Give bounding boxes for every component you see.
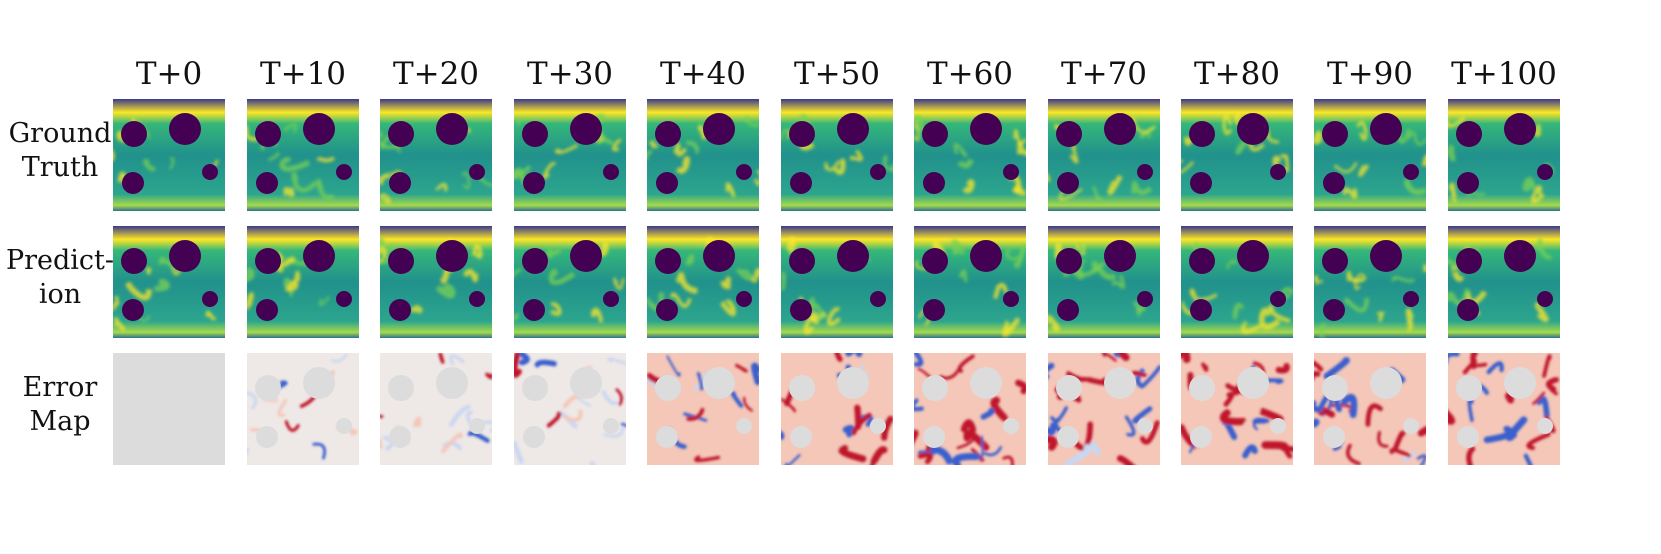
- panel-image: [1181, 226, 1293, 338]
- column-header-tplus90: T+90: [1326, 56, 1414, 92]
- error-map-panel-6: [914, 353, 1026, 465]
- row-label-line1: Ground: [8, 118, 112, 149]
- column-header-tplus30: T+30: [526, 56, 614, 92]
- row-label-line2: Map: [29, 406, 91, 437]
- panel-image: [1314, 353, 1426, 465]
- prediction-panel-5: [781, 226, 893, 338]
- panel-image: [1448, 353, 1560, 465]
- panel-image: [647, 226, 759, 338]
- panel-image: [113, 353, 225, 465]
- panel-image: [1048, 353, 1160, 465]
- panel-image: [113, 99, 225, 211]
- panel-image: [1048, 226, 1160, 338]
- prediction-panel-10: [1448, 226, 1560, 338]
- panel-image: [514, 226, 626, 338]
- column-header-tplus0: T+0: [135, 56, 203, 92]
- column-header-tplus20: T+20: [392, 56, 480, 92]
- column-header-tplus70: T+70: [1060, 56, 1148, 92]
- column-header-tplus100: T+100: [1451, 56, 1557, 92]
- prediction-panel-6: [914, 226, 1026, 338]
- panel-image: [247, 353, 359, 465]
- error-map-panel-4: [647, 353, 759, 465]
- column-header-tplus40: T+40: [659, 56, 747, 92]
- row-label-0: Ground Truth: [0, 117, 120, 185]
- column-header-tplus60: T+60: [926, 56, 1014, 92]
- error-map-panel-7: [1048, 353, 1160, 465]
- panel-image: [380, 99, 492, 211]
- row-label-line2: Truth: [21, 152, 99, 183]
- panel-image: [1181, 353, 1293, 465]
- panel-image: [247, 99, 359, 211]
- panel-image: [647, 99, 759, 211]
- prediction-panel-2: [380, 226, 492, 338]
- panel-image: [514, 353, 626, 465]
- panel-image: [781, 353, 893, 465]
- ground-truth-panel-1: [247, 99, 359, 211]
- prediction-panel-1: [247, 226, 359, 338]
- ground-truth-panel-8: [1181, 99, 1293, 211]
- prediction-panel-8: [1181, 226, 1293, 338]
- panel-image: [1448, 226, 1560, 338]
- row-label-1: Predict-ion: [0, 244, 120, 312]
- row-label-2: Error Map: [0, 371, 120, 439]
- ground-truth-panel-10: [1448, 99, 1560, 211]
- error-map-panel-0: [113, 353, 225, 465]
- ground-truth-panel-6: [914, 99, 1026, 211]
- error-map-panel-1: [247, 353, 359, 465]
- panel-image: [1314, 226, 1426, 338]
- panel-image: [1448, 99, 1560, 211]
- panel-image: [647, 353, 759, 465]
- error-map-panel-3: [514, 353, 626, 465]
- error-map-panel-8: [1181, 353, 1293, 465]
- ground-truth-panel-5: [781, 99, 893, 211]
- ground-truth-panel-2: [380, 99, 492, 211]
- ground-truth-panel-9: [1314, 99, 1426, 211]
- prediction-panel-7: [1048, 226, 1160, 338]
- row-label-line1: Predict-: [5, 245, 115, 276]
- error-map-panel-2: [380, 353, 492, 465]
- ground-truth-panel-3: [514, 99, 626, 211]
- panel-image: [914, 99, 1026, 211]
- panel-image: [914, 226, 1026, 338]
- ground-truth-panel-7: [1048, 99, 1160, 211]
- panel-image: [914, 353, 1026, 465]
- row-label-line1: Error: [22, 372, 98, 403]
- panel-image: [380, 226, 492, 338]
- error-map-panel-5: [781, 353, 893, 465]
- prediction-panel-0: [113, 226, 225, 338]
- prediction-panel-9: [1314, 226, 1426, 338]
- row-label-line2: ion: [38, 279, 82, 310]
- ground-truth-panel-0: [113, 99, 225, 211]
- error-map-panel-10: [1448, 353, 1560, 465]
- column-header-tplus50: T+50: [793, 56, 881, 92]
- panel-image: [1048, 99, 1160, 211]
- panel-image: [113, 226, 225, 338]
- panel-image: [514, 99, 626, 211]
- prediction-panel-3: [514, 226, 626, 338]
- panel-image: [1314, 99, 1426, 211]
- panel-image: [380, 353, 492, 465]
- ground-truth-panel-4: [647, 99, 759, 211]
- prediction-panel-4: [647, 226, 759, 338]
- column-header-tplus80: T+80: [1193, 56, 1281, 92]
- column-header-tplus10: T+10: [259, 56, 347, 92]
- error-map-panel-9: [1314, 353, 1426, 465]
- panel-image: [247, 226, 359, 338]
- panel-image: [781, 226, 893, 338]
- panel-image: [1181, 99, 1293, 211]
- panel-image: [781, 99, 893, 211]
